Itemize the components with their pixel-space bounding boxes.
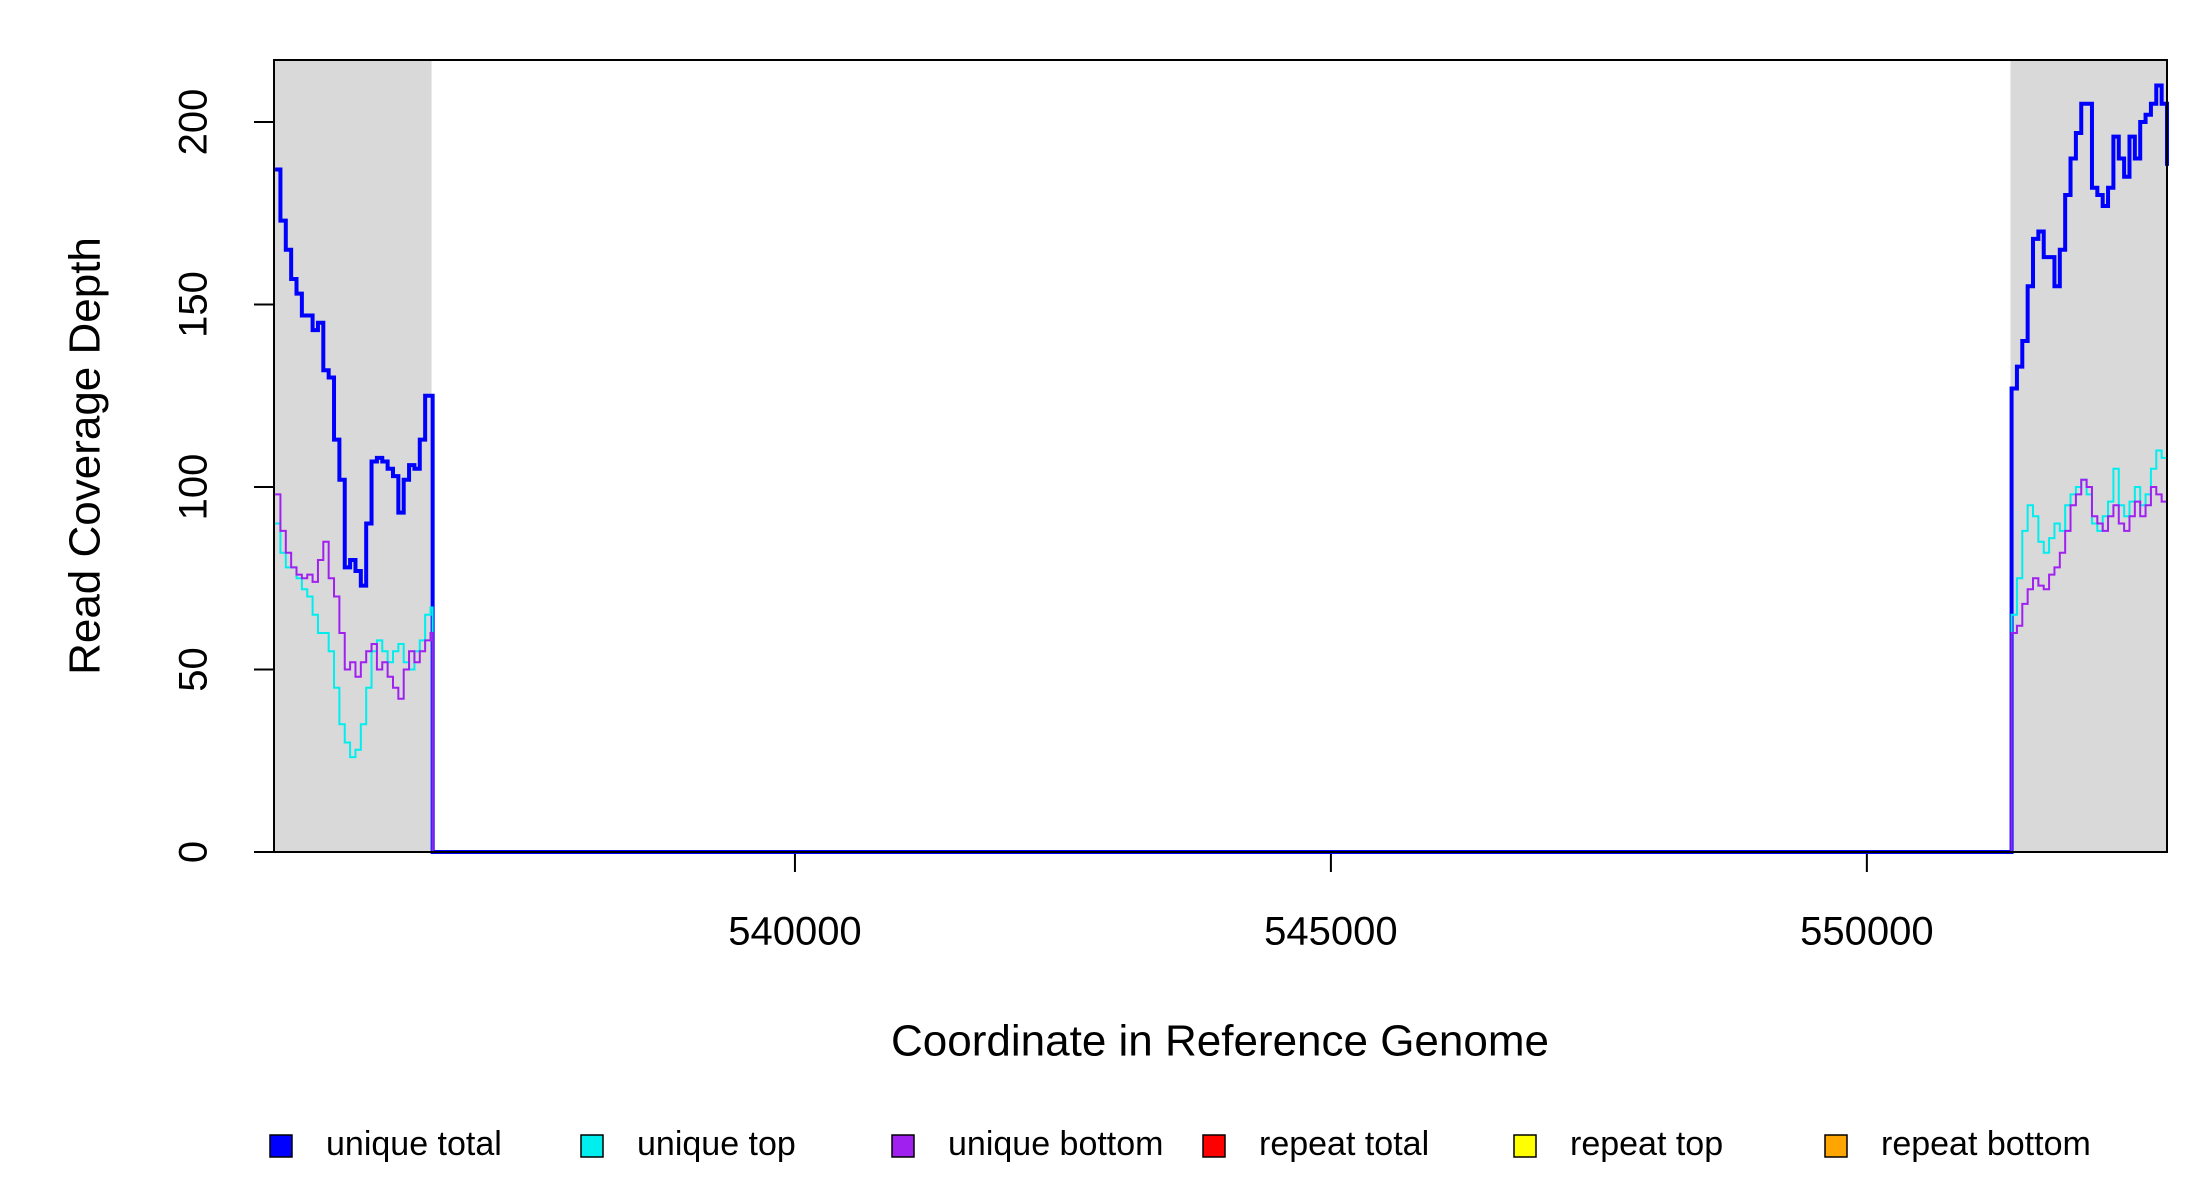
y-tick-label: 0 [172,841,216,863]
legend-label: unique total [326,1125,502,1163]
legend-label: unique top [637,1125,796,1163]
series-line [275,83,2169,854]
y-tick-label: 100 [172,454,216,521]
shaded-region [2010,60,2167,852]
legend-swatch [1202,1134,1226,1158]
legend-swatch [1824,1134,1848,1158]
legend-label: repeat total [1259,1125,1429,1163]
y-tick-label: 150 [172,271,216,338]
y-axis-title: Read Coverage Depth [61,237,110,675]
shaded-region [274,60,432,852]
series-line [275,478,2168,853]
legend-label: repeat top [1570,1125,1723,1163]
legend-label: unique bottom [948,1125,1164,1163]
y-tick-label: 200 [172,89,216,156]
plot-frame [273,59,2168,853]
series-line [275,449,2168,853]
legend-swatch [269,1134,293,1158]
x-tick-label: 550000 [1800,910,1933,954]
legend-swatch [1513,1134,1537,1158]
x-tick-label: 545000 [1264,910,1397,954]
legend-label: repeat bottom [1881,1125,2091,1163]
legend-swatch [580,1134,604,1158]
legend-swatch [891,1134,915,1158]
y-tick-label: 50 [172,647,216,692]
x-axis-title: Coordinate in Reference Genome [891,1017,1549,1066]
x-tick-label: 540000 [728,910,861,954]
